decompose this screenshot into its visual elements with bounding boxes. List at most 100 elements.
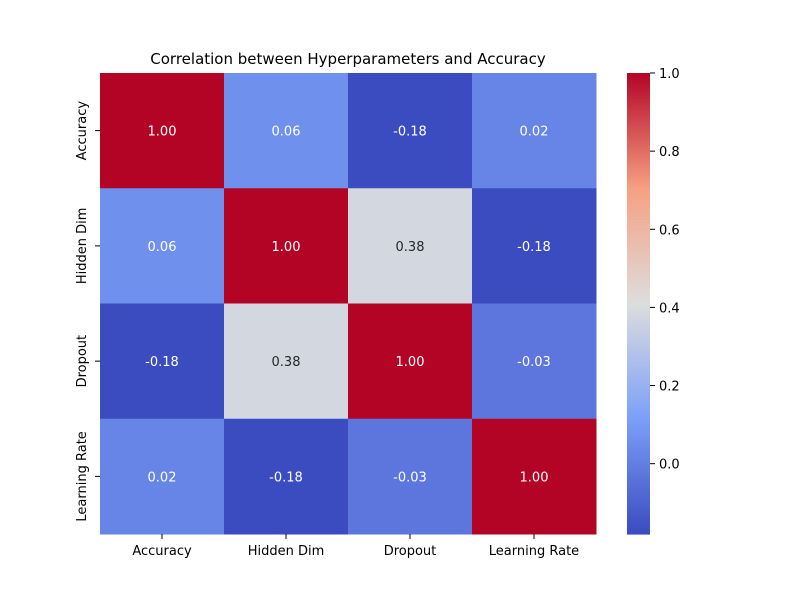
colorbar-segment <box>627 289 650 293</box>
colorbar-segment <box>627 510 650 515</box>
colorbar-segment <box>627 447 650 452</box>
colorbar-segment <box>627 326 650 331</box>
colorbar-segment <box>627 73 650 77</box>
colorbar-segment <box>627 505 650 509</box>
colorbar-segment <box>627 208 650 212</box>
colorbar-tick-label: 0.4 <box>659 301 680 316</box>
colorbar-segment <box>627 75 650 80</box>
y-tick-label: Accuracy <box>75 101 90 161</box>
colorbar-segment <box>627 165 650 169</box>
cell-value-label: 0.06 <box>148 240 177 255</box>
cell-value-label: 0.38 <box>396 240 425 255</box>
x-tick-label: Learning Rate <box>489 544 579 559</box>
colorbar-segment <box>627 300 650 305</box>
colorbar-segment <box>627 159 650 163</box>
colorbar-segment <box>627 107 650 112</box>
colorbar-segment <box>627 168 650 172</box>
colorbar-segment <box>627 332 650 336</box>
colorbar-segment <box>627 211 650 215</box>
colorbar-segment <box>627 375 650 380</box>
x-tick-label: Hidden Dim <box>248 544 325 559</box>
colorbar-segment <box>627 188 650 192</box>
colorbar-segment <box>627 467 650 472</box>
colorbar-segment <box>627 245 650 250</box>
colorbar-segment <box>627 499 650 503</box>
heatmap-cells: 1.00 0.06 -0.18 0.02 0.06 1.00 0.38 -0.18 -0.18 0… <box>100 73 597 535</box>
colorbar-segment <box>627 291 650 296</box>
colorbar-segment <box>627 479 650 483</box>
colorbar-segment <box>627 162 650 166</box>
colorbar-segment <box>627 329 650 333</box>
colorbar-segment <box>627 487 650 492</box>
cell-value-label: 0.02 <box>148 470 177 485</box>
colorbar-segment <box>627 156 650 161</box>
colorbar-segment <box>627 101 650 106</box>
colorbar-segment <box>627 266 650 270</box>
colorbar-segment <box>627 369 650 374</box>
colorbar-segment <box>627 87 650 91</box>
cell-value-label: 0.38 <box>272 355 301 370</box>
chart-title: Correlation between Hyperparameters and … <box>150 50 546 68</box>
colorbar-segment <box>627 312 650 316</box>
colorbar-segment <box>627 274 650 279</box>
colorbar-segment <box>627 84 650 89</box>
heatmap-cell <box>100 188 225 304</box>
cell-value-label: -0.18 <box>269 470 303 485</box>
colorbar-segment <box>627 294 650 299</box>
colorbar-segment <box>627 260 650 264</box>
colorbar-segment <box>627 222 650 227</box>
colorbar-segment <box>627 145 650 149</box>
colorbar-segment <box>627 176 650 181</box>
colorbar-segment <box>627 133 650 137</box>
colorbar-segment <box>627 150 650 155</box>
colorbar-segment <box>627 219 650 224</box>
heatmap-cell <box>100 73 225 189</box>
colorbar-segment <box>627 121 650 126</box>
colorbar-segment <box>627 110 650 114</box>
heatmap-cell <box>348 303 473 420</box>
colorbar-segment <box>627 522 650 526</box>
colorbar-segment <box>627 254 650 258</box>
colorbar-segment <box>627 205 650 210</box>
heatmap-cell <box>224 418 349 535</box>
colorbar-tick-label: 1.0 <box>659 67 680 82</box>
colorbar-segment <box>627 81 650 86</box>
colorbar-segment <box>627 124 650 129</box>
colorbar-segment <box>627 257 650 261</box>
colorbar-segment <box>627 398 650 403</box>
colorbar-segment <box>627 335 650 339</box>
heatmap-cell <box>348 188 473 304</box>
colorbar-segment <box>627 297 650 302</box>
colorbar-segment <box>627 98 650 103</box>
colorbar-segment <box>627 430 650 434</box>
colorbar-segment <box>627 410 650 414</box>
colorbar-segment <box>627 496 650 501</box>
colorbar-segment <box>627 407 650 411</box>
heatmap-cell <box>100 303 225 420</box>
colorbar-segment <box>627 485 650 489</box>
colorbar-segment <box>627 251 650 256</box>
colorbar-segment <box>627 96 650 100</box>
colorbar-segment <box>627 531 650 535</box>
colorbar-segment <box>627 78 650 83</box>
cell-value-label: -0.03 <box>517 355 551 370</box>
colorbar-segment <box>627 519 650 524</box>
colorbar-segment <box>627 421 650 426</box>
colorbar-segment <box>627 502 650 506</box>
cell-value-label: -0.03 <box>393 470 427 485</box>
colorbar-segment <box>627 355 650 359</box>
colorbar-segment <box>627 217 650 221</box>
colorbar-segment <box>627 392 650 397</box>
colorbar-segment <box>627 378 650 382</box>
colorbar-segment <box>627 104 650 109</box>
colorbar-segment <box>627 516 650 521</box>
colorbar-segment <box>627 346 650 351</box>
cell-value-label: -0.18 <box>145 355 179 370</box>
colorbar-segment <box>627 303 650 307</box>
colorbar-segment <box>627 185 650 189</box>
colorbar-segment <box>627 225 650 230</box>
colorbar-segment <box>627 286 650 290</box>
colorbar-segment <box>627 116 650 120</box>
colorbar-segment <box>627 139 650 143</box>
